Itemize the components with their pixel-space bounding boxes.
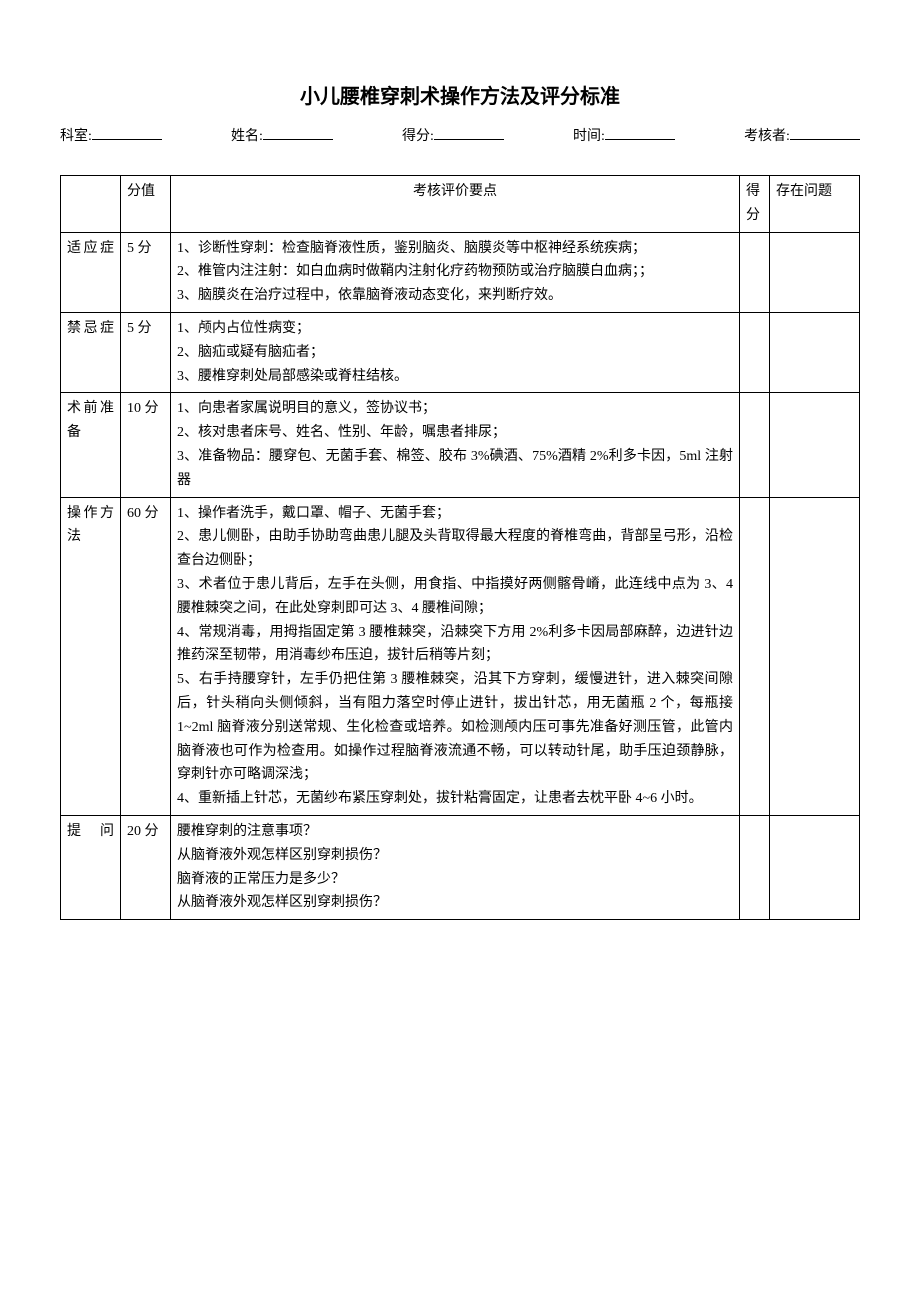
label-score: 得分:	[402, 125, 434, 145]
cell-score: 5 分	[121, 312, 171, 392]
field-examiner: 考核者:	[744, 125, 860, 145]
cell-got-score	[740, 815, 770, 919]
document-title: 小儿腰椎穿刺术操作方法及评分标准	[60, 80, 860, 109]
field-name: 姓名:	[231, 125, 333, 145]
blank-dept	[92, 126, 162, 140]
table-row: 提问20 分腰椎穿刺的注意事项？从脑脊液外观怎样区别穿刺损伤？脑脊液的正常压力是…	[61, 815, 860, 919]
table-row: 操作方法60 分1、操作者洗手，戴口罩、帽子、无菌手套；2、患儿侧卧，由助手协助…	[61, 497, 860, 815]
cell-criteria: 1、诊断性穿刺：检查脑脊液性质，鉴别脑炎、脑膜炎等中枢神经系统疾病；2、椎管内注…	[171, 232, 740, 312]
table-row: 术前准备10 分1、向患者家属说明目的意义，签协议书；2、核对患者床号、姓名、性…	[61, 393, 860, 497]
header-fields: 科室: 姓名: 得分: 时间: 考核者:	[60, 125, 860, 145]
scoring-table: 分值 考核评价要点 得分 存在问题 适应症5 分1、诊断性穿刺：检查脑脊液性质，…	[60, 175, 860, 920]
header-category	[61, 176, 121, 233]
cell-got-score	[740, 497, 770, 815]
table-row: 禁忌症5 分1、颅内占位性病变；2、脑疝或疑有脑疝者；3、腰椎穿刺处局部感染或脊…	[61, 312, 860, 392]
cell-criteria: 1、操作者洗手，戴口罩、帽子、无菌手套；2、患儿侧卧，由助手协助弯曲患儿腿及头背…	[171, 497, 740, 815]
label-examiner: 考核者:	[744, 125, 790, 145]
label-time: 时间:	[573, 125, 605, 145]
cell-category: 提问	[61, 815, 121, 919]
header-got-score: 得分	[740, 176, 770, 233]
cell-got-score	[740, 393, 770, 497]
cell-score: 20 分	[121, 815, 171, 919]
cell-score: 60 分	[121, 497, 171, 815]
field-dept: 科室:	[60, 125, 162, 145]
blank-examiner	[790, 126, 860, 140]
label-name: 姓名:	[231, 125, 263, 145]
cell-issues	[770, 497, 860, 815]
cell-criteria: 腰椎穿刺的注意事项？从脑脊液外观怎样区别穿刺损伤？脑脊液的正常压力是多少？从脑脊…	[171, 815, 740, 919]
cell-score: 10 分	[121, 393, 171, 497]
blank-score	[434, 126, 504, 140]
header-issues: 存在问题	[770, 176, 860, 233]
cell-issues	[770, 232, 860, 312]
blank-name	[263, 126, 333, 140]
header-criteria: 考核评价要点	[171, 176, 740, 233]
cell-issues	[770, 393, 860, 497]
cell-criteria: 1、颅内占位性病变；2、脑疝或疑有脑疝者；3、腰椎穿刺处局部感染或脊柱结核。	[171, 312, 740, 392]
table-header-row: 分值 考核评价要点 得分 存在问题	[61, 176, 860, 233]
cell-score: 5 分	[121, 232, 171, 312]
field-time: 时间:	[573, 125, 675, 145]
cell-category: 适应症	[61, 232, 121, 312]
header-score-value: 分值	[121, 176, 171, 233]
cell-category: 术前准备	[61, 393, 121, 497]
cell-issues	[770, 312, 860, 392]
blank-time	[605, 126, 675, 140]
cell-got-score	[740, 232, 770, 312]
table-row: 适应症5 分1、诊断性穿刺：检查脑脊液性质，鉴别脑炎、脑膜炎等中枢神经系统疾病；…	[61, 232, 860, 312]
field-score: 得分:	[402, 125, 504, 145]
cell-issues	[770, 815, 860, 919]
cell-category: 操作方法	[61, 497, 121, 815]
cell-got-score	[740, 312, 770, 392]
cell-category: 禁忌症	[61, 312, 121, 392]
cell-criteria: 1、向患者家属说明目的意义，签协议书；2、核对患者床号、姓名、性别、年龄，嘱患者…	[171, 393, 740, 497]
label-dept: 科室:	[60, 125, 92, 145]
